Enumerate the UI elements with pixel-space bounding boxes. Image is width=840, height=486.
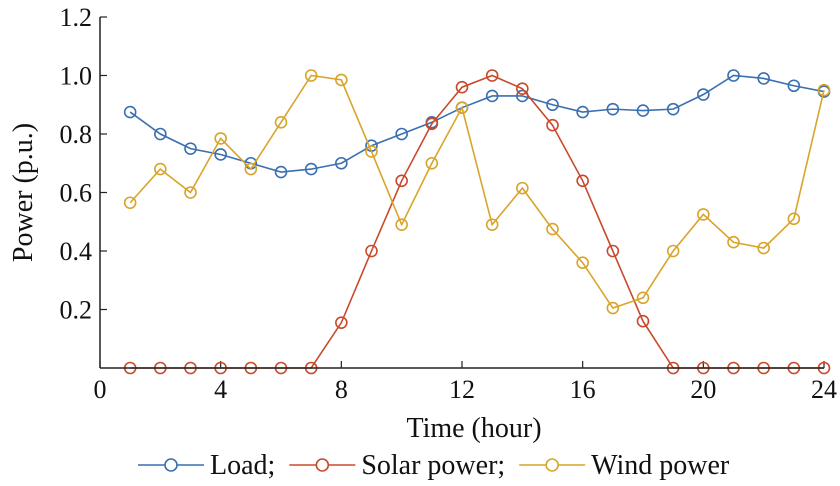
data-point <box>546 98 559 112</box>
data-point <box>425 156 439 170</box>
data-point <box>365 244 378 258</box>
data-point <box>123 196 137 210</box>
data-point <box>214 132 227 145</box>
y-axis-title: Power (p.u.) <box>8 123 39 262</box>
data-point <box>787 79 801 93</box>
data-point <box>184 142 197 155</box>
series-line <box>130 74 824 369</box>
y-tick-label: 0.4 <box>60 237 93 266</box>
data-point <box>304 162 318 176</box>
x-tick-label: 16 <box>570 375 596 404</box>
data-point <box>123 105 137 119</box>
data-point <box>787 212 801 226</box>
x-axis-ticks: 0 4 8 12 16 20 24 <box>94 361 837 404</box>
data-point <box>365 145 378 158</box>
data-point <box>757 241 770 255</box>
data-point <box>335 316 348 329</box>
y-axis-ticks: 0.2 0.4 0.6 0.8 1.0 1.2 <box>60 3 107 325</box>
data-point <box>244 162 258 176</box>
data-point <box>546 222 559 236</box>
data-point <box>757 72 770 85</box>
series-2 <box>123 69 831 315</box>
series-0 <box>123 69 831 179</box>
legend-label: Solar power; <box>361 450 505 481</box>
series-layer <box>123 69 831 375</box>
data-point <box>395 174 408 188</box>
x-tick-label: 24 <box>811 375 837 404</box>
data-point <box>636 291 650 305</box>
data-point <box>214 148 227 161</box>
x-tick-label: 20 <box>690 375 716 404</box>
data-point <box>546 118 559 132</box>
series-line <box>129 74 825 309</box>
data-point <box>455 101 469 114</box>
series-1 <box>123 69 831 375</box>
legend-item-0: Load; <box>138 450 275 481</box>
legend-label: Load; <box>210 450 275 481</box>
data-point <box>697 208 710 221</box>
data-point <box>335 156 348 170</box>
y-tick-label: 0.6 <box>60 179 93 208</box>
data-point <box>636 104 650 117</box>
data-point <box>395 218 408 231</box>
data-point <box>154 162 167 176</box>
y-tick-label: 1.2 <box>60 3 93 32</box>
data-point <box>606 244 620 258</box>
data-point <box>425 117 439 131</box>
series-line <box>129 74 825 173</box>
data-point <box>274 116 288 129</box>
data-point <box>485 89 499 103</box>
y-tick-label: 1.0 <box>60 62 93 91</box>
data-point <box>455 80 469 94</box>
data-point <box>485 218 499 231</box>
legend-item-1: Solar power; <box>289 450 505 481</box>
x-tick-label: 12 <box>449 375 475 404</box>
x-axis-title: Time (hour) <box>406 413 541 444</box>
data-point <box>817 83 831 97</box>
data-point <box>727 69 740 82</box>
data-point <box>666 102 680 116</box>
data-point <box>274 165 288 179</box>
data-point <box>576 105 589 119</box>
data-point <box>666 244 680 258</box>
legend-label: Wind power <box>591 450 730 481</box>
data-point <box>606 301 620 315</box>
data-point <box>697 88 710 101</box>
data-point <box>636 314 650 328</box>
x-tick-label: 8 <box>335 375 348 404</box>
data-point <box>576 256 589 270</box>
data-point <box>395 127 408 141</box>
data-point <box>184 186 197 199</box>
data-point <box>727 235 740 249</box>
legend-marker <box>164 458 178 472</box>
data-point <box>335 73 348 87</box>
x-tick-label: 0 <box>94 375 107 404</box>
data-point <box>576 174 589 188</box>
legend-marker <box>315 458 330 472</box>
data-point <box>606 102 620 116</box>
y-tick-label: 0.8 <box>60 120 93 149</box>
x-tick-label: 4 <box>214 375 227 404</box>
legend: Load; Solar power; Wind power <box>138 450 730 481</box>
data-point <box>485 69 499 82</box>
legend-marker <box>545 458 559 472</box>
data-point <box>304 69 318 82</box>
data-point <box>516 181 529 195</box>
legend-item-2: Wind power <box>519 450 730 481</box>
data-point <box>516 82 529 95</box>
data-point <box>154 127 167 141</box>
y-tick-label: 0.2 <box>60 296 93 325</box>
